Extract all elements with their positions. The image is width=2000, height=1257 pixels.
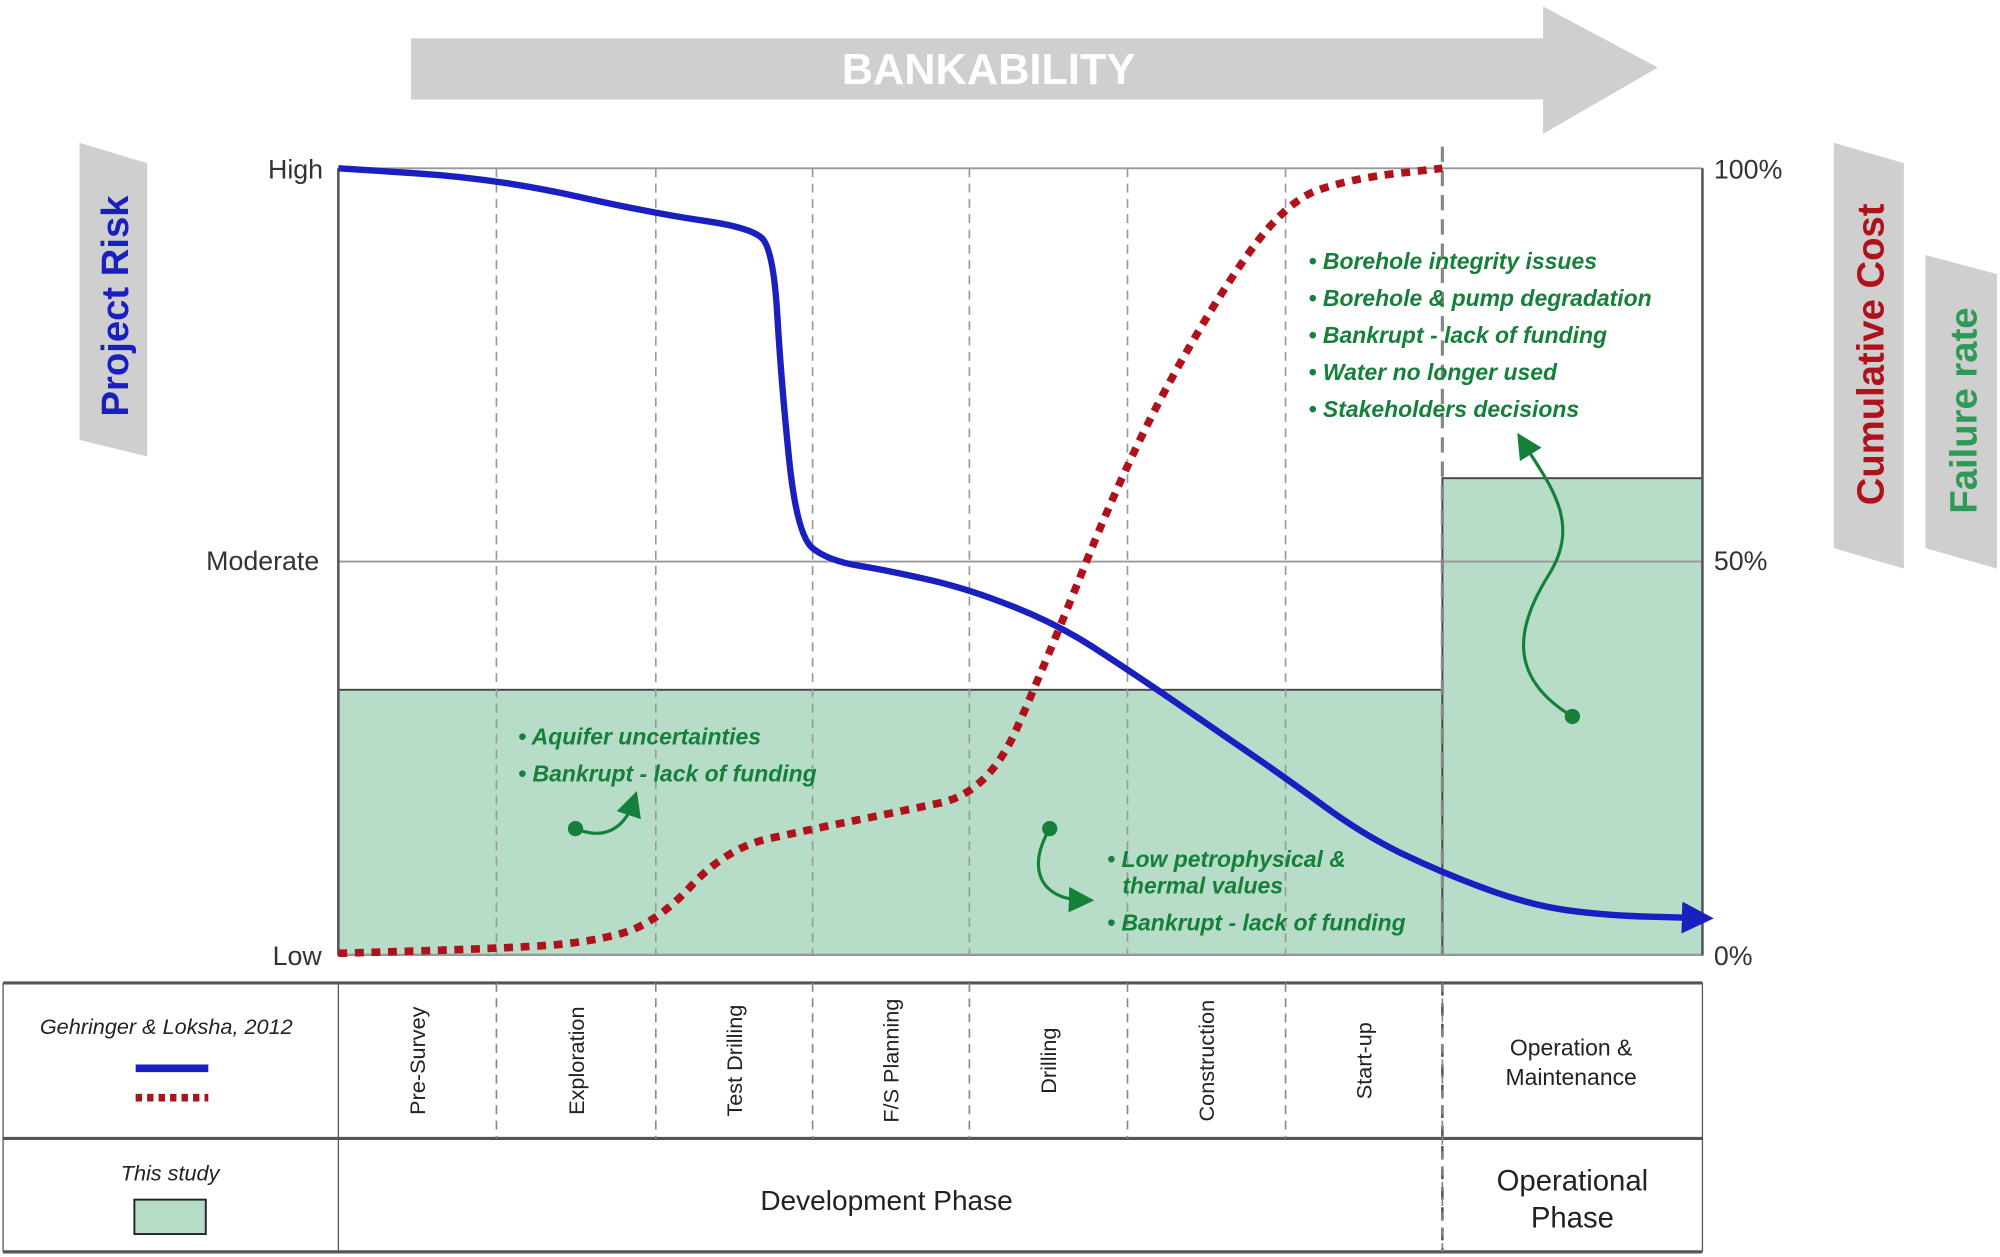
annotation-exploration-2: • Bankrupt - lack of funding: [518, 760, 817, 786]
annotation-arrow: [1517, 432, 1574, 718]
annotation-operation-2: • Borehole & pump degradation: [1309, 285, 1652, 311]
annotation-arrow: [1036, 827, 1095, 913]
tick-moderate: Moderate: [206, 546, 319, 576]
tick-high: High: [268, 154, 323, 184]
tick-0: 0%: [1714, 941, 1753, 971]
annotation-operation-4: • Water no longer used: [1309, 359, 1558, 385]
stage-label-6: Start-up: [1352, 1022, 1377, 1099]
tick-100: 100%: [1714, 154, 1782, 184]
cumulative-cost-label: Cumulative Cost: [1849, 203, 1892, 505]
om-label-2: Maintenance: [1505, 1064, 1636, 1090]
operational-phase-label-2: Phase: [1531, 1202, 1614, 1235]
annotation-drilling-3: • Bankrupt - lack of funding: [1107, 910, 1406, 936]
legend-failure-box: [133, 1198, 207, 1236]
failure-rate-banner: [1925, 254, 1997, 569]
project-risk-banner: [79, 142, 148, 457]
annotation-arrow: [574, 791, 641, 835]
om-label-1: Operation &: [1510, 1035, 1632, 1061]
failure-rate-bar-0: [337, 688, 1444, 956]
tick-low: Low: [273, 941, 323, 971]
stage-table: [2, 981, 1704, 1254]
legend-source: Gehringer & Loksha, 2012: [40, 1014, 293, 1039]
stage-label-2: Test Drilling: [722, 1005, 747, 1117]
bankability-label: BANKABILITY: [842, 46, 1136, 94]
annotation-operation-3: • Bankrupt - lack of funding: [1309, 322, 1608, 348]
operational-phase-label-1: Operational: [1497, 1165, 1649, 1198]
tick-50: 50%: [1714, 546, 1768, 576]
stage-label-5: Construction: [1194, 1000, 1219, 1122]
stage-label-0: Pre-Survey: [405, 1006, 430, 1114]
cumulative-cost-line: [338, 164, 1443, 958]
annotation-operation-5: • Stakeholders decisions: [1309, 396, 1580, 422]
stage-label-4: Drilling: [1036, 1028, 1061, 1094]
legend-study: This study: [121, 1161, 221, 1186]
failure-rate-label: Failure rate: [1943, 307, 1986, 513]
project-risk-label: Project Risk: [94, 195, 137, 417]
stage-label-3: F/S Planning: [879, 999, 904, 1123]
development-phase-label: Development Phase: [760, 1185, 1012, 1216]
annotation-drilling-2: thermal values: [1122, 873, 1283, 899]
annotation-drilling-1: • Low petrophysical &: [1107, 846, 1346, 872]
annotation-exploration-1: • Aquifer uncertainties: [518, 724, 761, 750]
stage-label-1: Exploration: [564, 1006, 589, 1114]
annotation-operation-1: • Borehole integrity issues: [1309, 248, 1597, 274]
cumulative-cost-banner: [1833, 142, 1904, 569]
project-risk-line: [338, 165, 1714, 934]
bankability-arrow: [411, 6, 1658, 134]
